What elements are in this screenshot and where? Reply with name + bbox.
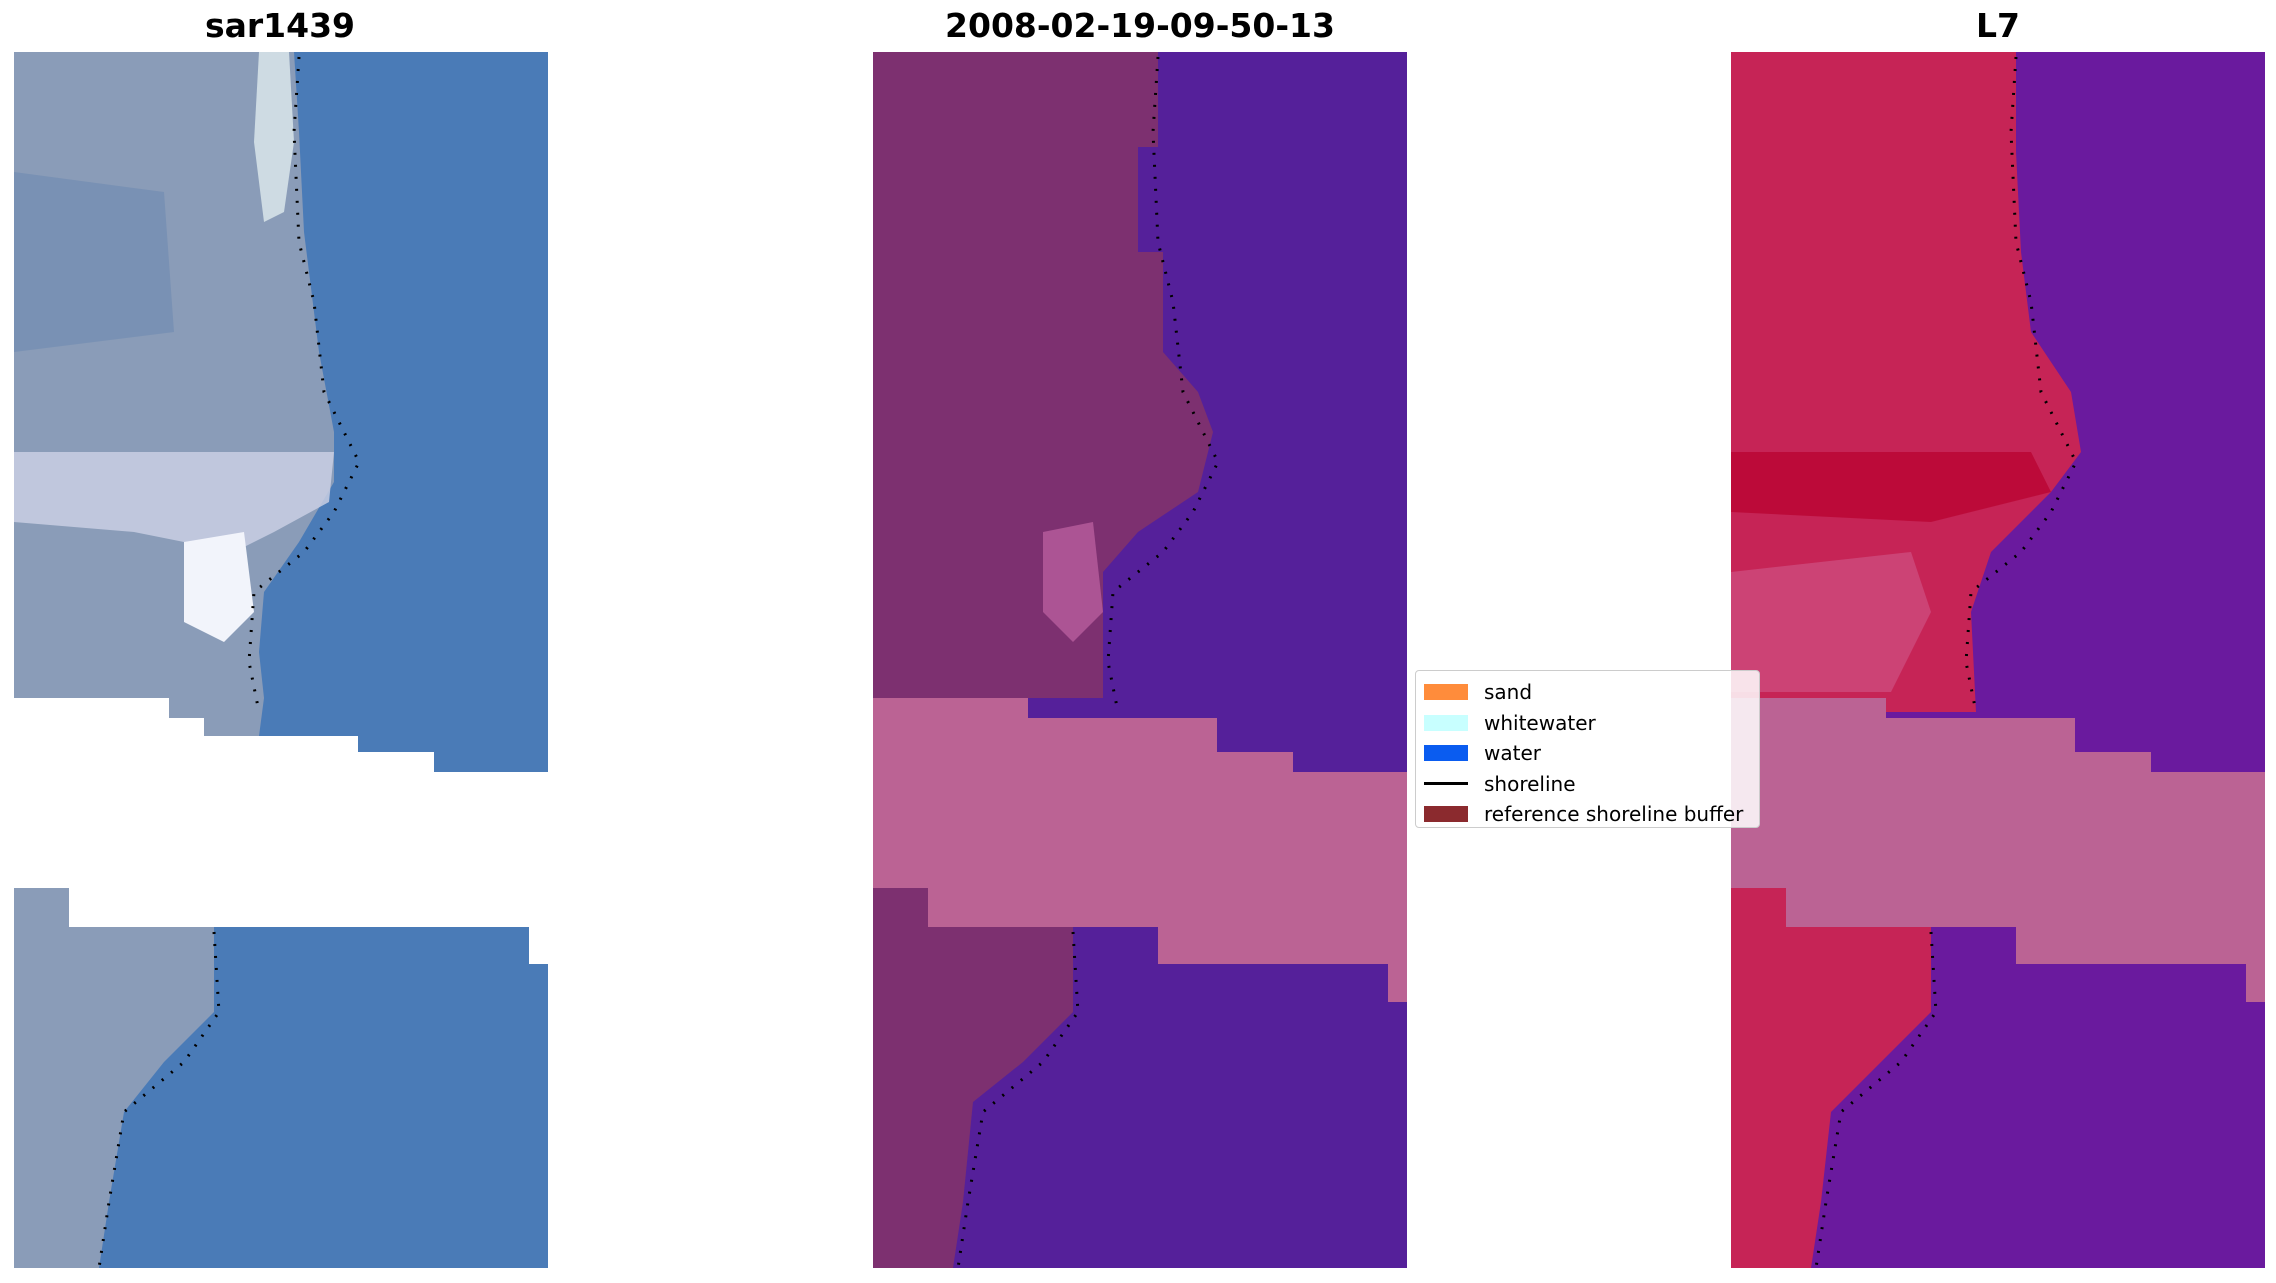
class-land-bottom xyxy=(873,888,1073,1268)
rgb-whitewater-bar xyxy=(14,452,334,552)
index-land-bottom xyxy=(1731,888,1931,1268)
legend-item-shoreline: shoreline xyxy=(1424,769,1751,800)
legend-item-whitewater: whitewater xyxy=(1424,708,1751,739)
index-shoreline-bottom xyxy=(1814,931,1938,1268)
index-land-top xyxy=(1731,52,2081,712)
rgb-image-panel xyxy=(14,52,548,1268)
l7-index-image xyxy=(1731,52,2265,1268)
panel-title-date: 2008-02-19-09-50-13 xyxy=(945,6,1335,45)
legend-swatch-shoreline xyxy=(1424,782,1468,786)
panel-title-l7: L7 xyxy=(1976,6,2020,45)
legend-swatch-whitewater xyxy=(1424,714,1468,731)
class-shoreline-bottom xyxy=(956,931,1080,1268)
legend-swatch-water xyxy=(1424,745,1468,762)
index-land-light xyxy=(1731,552,1931,692)
legend-swatch-reference-buffer xyxy=(1424,806,1468,823)
rgb-whitewater-patch xyxy=(184,532,254,642)
class-land-top xyxy=(873,52,1213,698)
rgb-whitewater-strip xyxy=(254,52,294,222)
legend-label-shoreline: shoreline xyxy=(1484,771,1576,796)
classified-image-panel xyxy=(873,52,1407,1268)
rgb-image xyxy=(14,52,548,1268)
l7-index-panel xyxy=(1731,52,2265,1268)
rgb-land-bottom xyxy=(14,888,214,1268)
panel-title-rgb: sar1439 xyxy=(204,6,356,45)
index-land-dark xyxy=(1731,452,2051,522)
shoreline-bottom xyxy=(97,931,221,1268)
legend: sand whitewater water shoreline referenc… xyxy=(1415,670,1760,828)
legend-label-reference-buffer: reference shoreline buffer xyxy=(1484,802,1744,827)
index-nodata-band xyxy=(1731,698,2265,1002)
rgb-land-shade-top xyxy=(14,172,174,352)
legend-swatch-sand xyxy=(1424,684,1468,701)
legend-label-whitewater: whitewater xyxy=(1484,710,1596,735)
legend-item-reference-buffer: reference shoreline buffer xyxy=(1424,799,1751,830)
legend-item-sand: sand xyxy=(1424,677,1751,708)
class-nodata-band xyxy=(873,698,1407,1002)
legend-label-water: water xyxy=(1484,741,1541,766)
class-whitewater-patch xyxy=(1043,522,1103,642)
classified-image xyxy=(873,52,1407,1268)
legend-label-sand: sand xyxy=(1484,680,1533,705)
legend-item-water: water xyxy=(1424,738,1751,769)
